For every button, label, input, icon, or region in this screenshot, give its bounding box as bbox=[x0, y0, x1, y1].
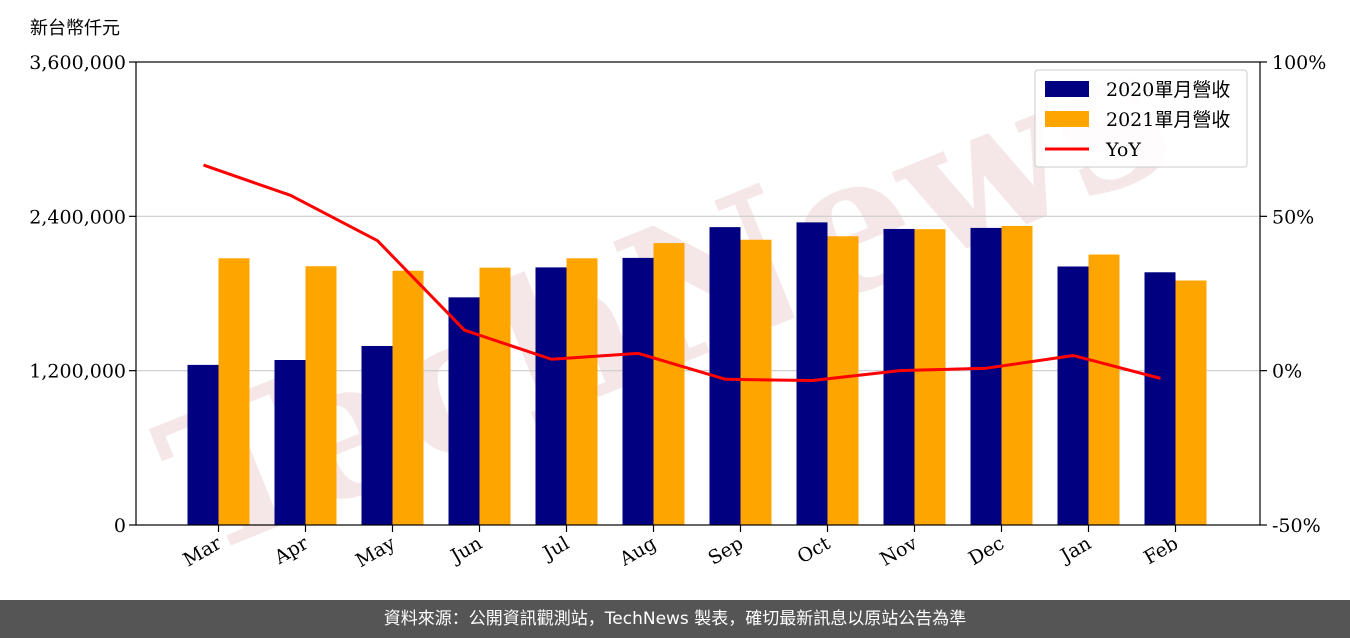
bar-2020 bbox=[187, 364, 219, 525]
y2-tick-label: 50% bbox=[1272, 206, 1314, 228]
y2-tick-label: -50% bbox=[1272, 515, 1321, 537]
legend-label-yoy: YoY bbox=[1105, 139, 1141, 161]
x-tick-label: Oct bbox=[794, 532, 835, 568]
bar-2020 bbox=[535, 267, 567, 525]
y2-tick-label: 100% bbox=[1272, 52, 1326, 74]
y-tick-label: 3,600,000 bbox=[29, 52, 126, 74]
x-tick-label: Aug bbox=[615, 532, 660, 571]
bar-2021 bbox=[1175, 280, 1207, 525]
bar-2020 bbox=[622, 257, 654, 525]
legend-label-2020: 2020單月營收 bbox=[1106, 79, 1230, 101]
x-tick-label: Jan bbox=[1055, 532, 1095, 568]
bar-2021 bbox=[1088, 254, 1120, 526]
y2-tick-label: 0% bbox=[1272, 361, 1302, 383]
footer-source-note: 資料來源：公開資訊觀測站，TechNews 製表，確切最新訊息以原站公告為準 bbox=[0, 600, 1350, 638]
x-tick-label: Jul bbox=[538, 532, 573, 565]
legend: 2020單月營收 2021單月營收 YoY bbox=[1034, 69, 1248, 168]
bar-2020 bbox=[883, 228, 915, 525]
bar-2020 bbox=[970, 227, 1002, 526]
bar-2021 bbox=[392, 270, 424, 525]
x-tick-label: Sep bbox=[704, 532, 747, 569]
bar-2021 bbox=[653, 243, 685, 525]
legend-label-2021: 2021單月營收 bbox=[1106, 109, 1230, 131]
bar-2021 bbox=[479, 267, 511, 525]
legend-swatch-2020 bbox=[1045, 81, 1089, 97]
bar-2021 bbox=[305, 266, 337, 525]
bar-2020 bbox=[1144, 272, 1176, 525]
bar-2021 bbox=[740, 239, 772, 526]
bar-2020 bbox=[274, 359, 306, 525]
plot-frame bbox=[135, 61, 1261, 526]
bar-2021 bbox=[1001, 225, 1033, 525]
x-tick-label: Feb bbox=[1140, 532, 1182, 569]
bar-2020 bbox=[448, 297, 480, 525]
bar-2021 bbox=[914, 229, 946, 525]
legend-swatch-2021 bbox=[1045, 111, 1089, 127]
yoy-line-layer bbox=[203, 163, 1161, 383]
bar-2020 bbox=[361, 345, 393, 525]
bars bbox=[187, 222, 1207, 526]
y-tick-label: 0 bbox=[114, 515, 126, 537]
y-axis-unit-label: 新台幣仟元 bbox=[30, 18, 120, 39]
bar-2021 bbox=[218, 258, 250, 525]
bar-2020 bbox=[796, 222, 828, 525]
yoy-line bbox=[203, 163, 1161, 383]
bar-2020 bbox=[1057, 266, 1089, 525]
bar-2021 bbox=[827, 236, 859, 525]
x-tick-label: Jun bbox=[445, 532, 486, 568]
chart: TechNews 01,200,0002,400,0003,600,000-50… bbox=[29, 0, 1326, 600]
y-tick-label: 2,400,000 bbox=[29, 206, 126, 228]
bar-2021 bbox=[566, 258, 598, 525]
y-tick-label: 1,200,000 bbox=[29, 361, 126, 383]
x-tick-label: Nov bbox=[876, 532, 921, 571]
x-tick-label: Dec bbox=[965, 532, 1008, 570]
